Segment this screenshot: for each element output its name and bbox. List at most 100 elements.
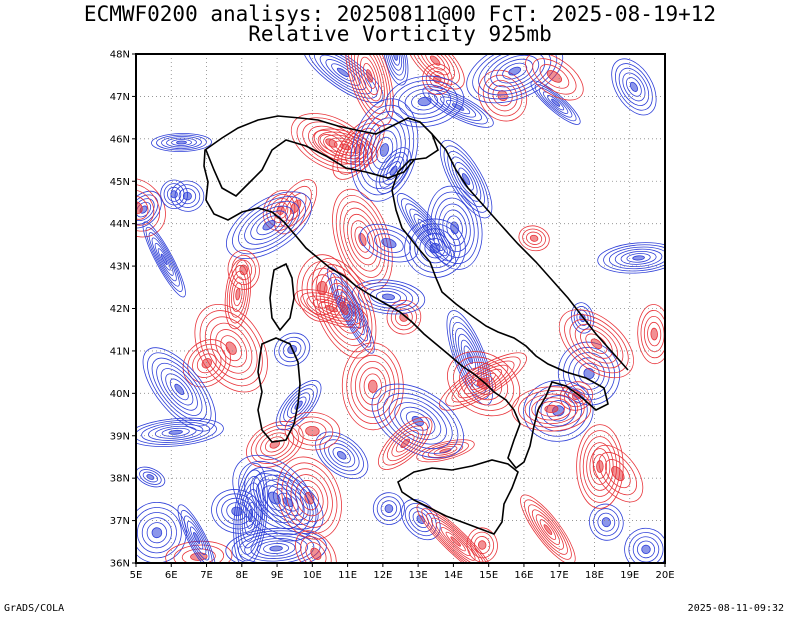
negative-vorticity-contour bbox=[142, 221, 186, 298]
positive-vorticity-contour bbox=[470, 372, 496, 391]
positive-vorticity-contour bbox=[225, 341, 237, 355]
negative-vorticity-contour bbox=[374, 233, 404, 253]
negative-vorticity-contour bbox=[262, 220, 276, 231]
positive-vorticity-contour bbox=[264, 436, 285, 453]
positive-vorticity-contour bbox=[427, 443, 464, 458]
positive-vorticity-contour bbox=[349, 138, 368, 160]
positive-vorticity-contour bbox=[231, 276, 245, 312]
negative-vorticity-contour bbox=[379, 143, 389, 157]
positive-vorticity-contour bbox=[532, 58, 577, 95]
negative-vorticity-contour bbox=[622, 72, 646, 102]
positive-vorticity-contour bbox=[357, 54, 382, 102]
negative-vorticity-contour bbox=[611, 58, 657, 116]
positive-vorticity-contour bbox=[431, 517, 481, 563]
positive-vorticity-contour bbox=[354, 54, 385, 108]
positive-vorticity-contour bbox=[429, 71, 446, 88]
negative-vorticity-contour bbox=[618, 67, 650, 106]
title-line-1: ECMWF0200 analisys: 20250811@00 FcT: 202… bbox=[83, 2, 717, 26]
negative-vorticity-contour bbox=[398, 84, 452, 119]
negative-vorticity-contour bbox=[165, 373, 194, 406]
negative-vorticity-contour bbox=[139, 469, 162, 485]
negative-vorticity-contour bbox=[142, 347, 216, 432]
negative-vorticity-contour bbox=[458, 167, 474, 191]
positive-vorticity-contour bbox=[487, 79, 518, 112]
positive-vorticity-contour bbox=[576, 424, 624, 509]
negative-vorticity-contour bbox=[396, 193, 457, 267]
negative-vorticity-contour bbox=[496, 58, 534, 84]
negative-vorticity-contour bbox=[384, 54, 407, 81]
lon-tick-label: 16E bbox=[514, 570, 533, 581]
negative-vorticity-contour bbox=[547, 95, 565, 111]
negative-vorticity-contour bbox=[250, 210, 288, 240]
positive-vorticity-contour bbox=[439, 352, 527, 411]
negative-vorticity-contour bbox=[186, 520, 207, 556]
negative-vorticity-contour bbox=[347, 303, 355, 317]
negative-vorticity-contour bbox=[262, 479, 314, 525]
positive-vorticity-contour bbox=[589, 448, 611, 485]
negative-vorticity-contour bbox=[363, 117, 406, 183]
lon-tick-label: 20E bbox=[655, 570, 674, 581]
negative-vorticity-contour bbox=[478, 54, 552, 96]
positive-vorticity-contour bbox=[477, 540, 487, 550]
positive-vorticity-contour bbox=[182, 339, 231, 388]
positive-vorticity-contour bbox=[650, 327, 658, 341]
positive-vorticity-contour bbox=[604, 459, 631, 489]
positive-vorticity-contour bbox=[310, 547, 322, 560]
negative-vorticity-contour bbox=[178, 188, 197, 205]
vorticity-contours bbox=[136, 54, 665, 563]
lat-tick-label: 36N bbox=[110, 559, 130, 570]
negative-vorticity-contour bbox=[597, 242, 665, 274]
positive-vorticity-contour bbox=[421, 508, 490, 563]
negative-vorticity-contour bbox=[148, 423, 204, 441]
positive-vorticity-contour bbox=[539, 64, 570, 89]
positive-vorticity-contour bbox=[367, 379, 378, 393]
negative-vorticity-contour bbox=[466, 54, 564, 104]
positive-vorticity-contour bbox=[405, 54, 465, 90]
lat-tick-label: 41N bbox=[110, 346, 130, 357]
negative-vorticity-contour bbox=[443, 145, 489, 213]
negative-vorticity-contour bbox=[440, 96, 477, 118]
lon-tick-label: 9E bbox=[271, 570, 284, 581]
positive-vorticity-contour bbox=[596, 460, 604, 473]
lat-tick-label: 47N bbox=[110, 92, 130, 103]
positive-vorticity-contour bbox=[311, 257, 377, 359]
negative-vorticity-contour bbox=[382, 54, 409, 86]
positive-vorticity-contour bbox=[531, 397, 572, 421]
negative-vorticity-contour bbox=[626, 77, 642, 97]
lon-tick-label: 13E bbox=[409, 570, 428, 581]
positive-vorticity-contour bbox=[579, 430, 621, 503]
negative-vorticity-contour bbox=[428, 89, 488, 125]
negative-vorticity-contour bbox=[256, 540, 296, 557]
negative-vorticity-contour bbox=[148, 232, 180, 287]
negative-vorticity-contour bbox=[182, 191, 192, 201]
positive-vorticity-contour bbox=[327, 282, 361, 334]
sardinia-coastline bbox=[257, 337, 301, 443]
negative-vorticity-contour bbox=[290, 396, 307, 414]
lon-tick-label: 11E bbox=[338, 570, 357, 581]
positive-vorticity-contour bbox=[295, 530, 337, 563]
positive-vorticity-contour bbox=[281, 462, 338, 534]
negative-vorticity-contour bbox=[166, 137, 197, 148]
positive-vorticity-contour bbox=[520, 494, 576, 563]
positive-vorticity-contour bbox=[350, 220, 374, 259]
positive-vorticity-contour bbox=[276, 456, 342, 540]
negative-vorticity-contour bbox=[146, 522, 168, 544]
negative-vorticity-contour bbox=[376, 290, 401, 304]
negative-vorticity-contour bbox=[169, 378, 189, 401]
positive-vorticity-contour bbox=[269, 198, 292, 223]
positive-vorticity-contour bbox=[471, 372, 497, 395]
positive-vorticity-contour bbox=[246, 421, 304, 468]
lat-tick-label: 43N bbox=[110, 262, 130, 273]
positive-vorticity-contour bbox=[518, 225, 550, 252]
negative-vorticity-contour bbox=[411, 92, 439, 111]
negative-vorticity-contour bbox=[277, 492, 299, 512]
negative-vorticity-contour bbox=[446, 215, 463, 241]
positive-vorticity-contour bbox=[296, 117, 367, 169]
negative-vorticity-contour bbox=[283, 388, 314, 423]
positive-vorticity-contour bbox=[522, 228, 546, 248]
positive-vorticity-contour bbox=[574, 323, 618, 364]
negative-vorticity-contour bbox=[244, 535, 308, 562]
positive-vorticity-contour bbox=[323, 276, 365, 340]
negative-vorticity-contour bbox=[156, 362, 203, 416]
positive-vorticity-contour bbox=[366, 69, 373, 83]
